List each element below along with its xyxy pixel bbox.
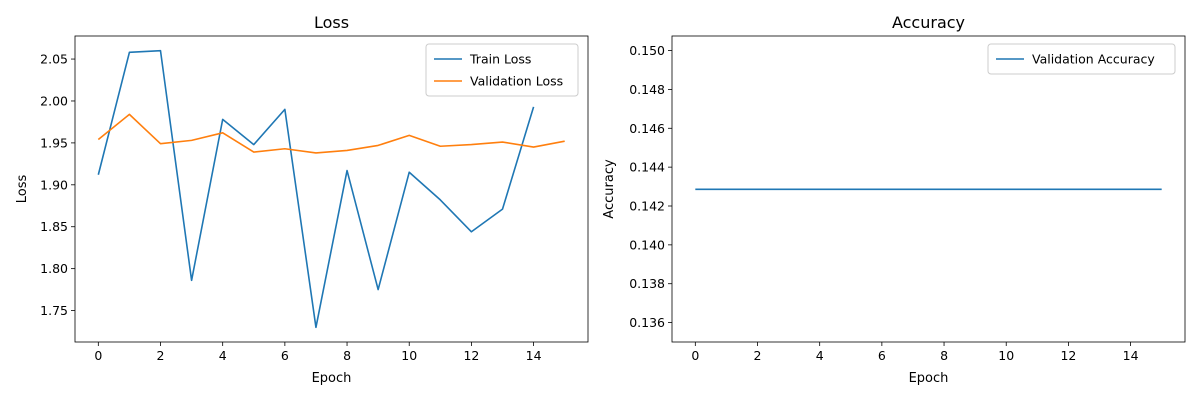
accuracy-plot-frame	[671, 35, 1186, 343]
loss-legend-box	[425, 43, 579, 97]
loss-series-line-2	[97, 113, 565, 154]
accuracy-chart-title: Accuracy	[892, 13, 965, 32]
loss-y-tick-label: 1.75	[40, 303, 68, 318]
loss-y-tick-label: 1.80	[40, 261, 68, 276]
accuracy-x-tick-label: 4	[816, 348, 824, 363]
accuracy-x-tick-label: 8	[940, 348, 948, 363]
loss-x-tick-label: 6	[281, 348, 289, 363]
loss-legend-label: Validation Loss	[470, 74, 563, 89]
loss-x-tick-label: 12	[463, 348, 479, 363]
accuracy-y-tick-label: 0.148	[629, 82, 665, 97]
loss-legend: Train Loss Validation Loss	[425, 43, 579, 97]
accuracy-y-tick-label: 0.150	[629, 43, 665, 58]
accuracy-y-tick-label: 0.142	[629, 199, 665, 214]
accuracy-y-tick-label: 0.138	[629, 276, 665, 291]
loss-chart-title: Loss	[314, 13, 349, 32]
loss-x-axis-label: Epoch	[312, 371, 352, 386]
accuracy-legend-label: Validation Accuracy	[1032, 52, 1155, 67]
accuracy-legend: Validation Accuracy	[987, 43, 1176, 75]
loss-y-tick-label: 1.95	[40, 135, 68, 150]
loss-y-tick-label: 1.90	[40, 177, 68, 192]
accuracy-y-tick-label: 0.146	[629, 121, 665, 136]
accuracy-x-tick-label: 14	[1123, 348, 1139, 363]
accuracy-x-tick-label: 6	[878, 348, 886, 363]
loss-plot-frame	[74, 35, 589, 343]
loss-y-axis-label: Loss	[15, 175, 30, 204]
loss-x-tick-label: 14	[526, 348, 542, 363]
accuracy-x-tick-label: 2	[754, 348, 762, 363]
accuracy-y-axis-label: Accuracy	[602, 159, 617, 219]
loss-panel: Loss 0 2 4 6 8 10 12 14 1.75 1.80 1.85 1.90 1.95 2.00 2…	[15, 13, 589, 386]
loss-series-line-1	[97, 49, 535, 329]
accuracy-y-tick-label: 0.136	[629, 315, 665, 330]
accuracy-x-axis-label: Epoch	[909, 371, 949, 386]
loss-x-tick-label: 8	[343, 348, 351, 363]
loss-x-tick-label: 10	[401, 348, 417, 363]
accuracy-y-tick-label: 0.140	[629, 237, 665, 252]
accuracy-y-tick-label: 0.144	[629, 160, 665, 175]
accuracy-panel: Accuracy 0 2 4 6 8 10 12 14 0.136 0.138 0.140 0.142 0…	[602, 13, 1186, 386]
accuracy-x-tick-label: 12	[1060, 348, 1076, 363]
loss-x-tick-label: 2	[157, 348, 165, 363]
loss-x-tick-label: 0	[94, 348, 102, 363]
loss-x-tick-label: 4	[219, 348, 227, 363]
accuracy-legend-box	[987, 43, 1176, 75]
accuracy-x-tick-label: 0	[691, 348, 699, 363]
loss-y-tick-label: 1.85	[40, 219, 68, 234]
loss-legend-label: Train Loss	[469, 52, 531, 67]
loss-y-tick-label: 2.05	[40, 52, 68, 67]
loss-y-tick-label: 2.00	[40, 93, 68, 108]
accuracy-x-tick-label: 10	[998, 348, 1014, 363]
